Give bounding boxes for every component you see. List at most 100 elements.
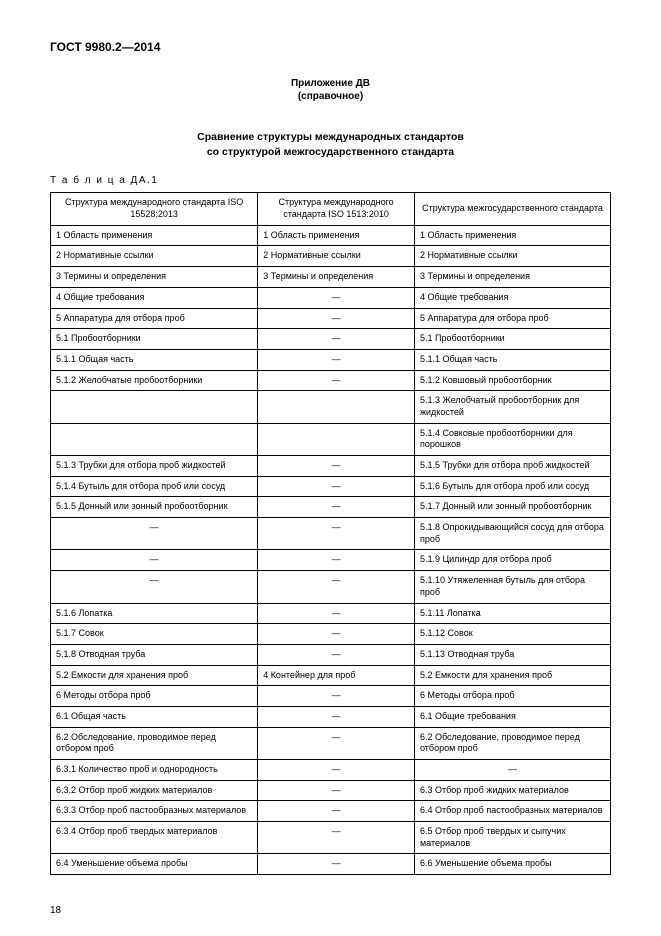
- table-label: Т а б л и ц а ДА.1: [50, 175, 611, 186]
- table-cell: —: [258, 727, 415, 759]
- table-cell: 6.3 Отбор проб жидких материалов: [414, 780, 610, 801]
- table-cell: —: [258, 822, 415, 854]
- table-cell: 5 Аппаратура для отбора проб: [51, 308, 258, 329]
- table-cell: [51, 391, 258, 423]
- column-header: Структура международного стандарта ISO 1…: [51, 193, 258, 225]
- table-row: 6.3.4 Отбор проб твердых материалов—6.5 …: [51, 822, 611, 854]
- table-cell: 3 Термины и определения: [414, 267, 610, 288]
- table-cell: 3 Термины и определения: [51, 267, 258, 288]
- table-cell: 6.2 Обследование, проводимое перед отбор…: [51, 727, 258, 759]
- table-cell: —: [414, 760, 610, 781]
- table-cell: 6.4 Уменьшение объема пробы: [51, 854, 258, 875]
- table-row: ——5.1.9 Цилиндр для отбора проб: [51, 550, 611, 571]
- table-cell: 5.1.1 Общая часть: [414, 349, 610, 370]
- table-cell: —: [258, 456, 415, 477]
- table-cell: 4 Контейнер для проб: [258, 665, 415, 686]
- table-row: 5.1.1 Общая часть—5.1.1 Общая часть: [51, 349, 611, 370]
- table-cell: 2 Нормативные ссылки: [258, 246, 415, 267]
- table-row: 5.1.3 Трубки для отбора проб жидкостей—5…: [51, 456, 611, 477]
- table-cell: 2 Нормативные ссылки: [51, 246, 258, 267]
- table-cell: 5.1.10 Утяжеленная бутыль для отбора про…: [414, 571, 610, 603]
- table-cell: 6 Методы отбора проб: [414, 686, 610, 707]
- comparison-table: Структура международного стандарта ISO 1…: [50, 192, 611, 875]
- table-row: 6.3.2 Отбор проб жидких материалов—6.3 О…: [51, 780, 611, 801]
- table-row: 5.1.6 Лопатка—5.1.11 Лопатка: [51, 603, 611, 624]
- table-cell: 5.1.6 Бутыль для отбора проб или сосуд: [414, 476, 610, 497]
- annex-subheading: (справочное): [50, 91, 611, 102]
- table-cell: 6.5 Отбор проб твердых и сыпучих материа…: [414, 822, 610, 854]
- table-cell: 5.1.12 Совок: [414, 624, 610, 645]
- table-cell: 6.3.2 Отбор проб жидких материалов: [51, 780, 258, 801]
- table-cell: —: [258, 780, 415, 801]
- table-row: 5.1.2 Желобчатые пробоотборники—5.1.2 Ко…: [51, 370, 611, 391]
- table-cell: 5.1.8 Опрокидывающийся сосуд для отбора …: [414, 518, 610, 550]
- table-cell: 5.1.2 Ковшовый пробоотборник: [414, 370, 610, 391]
- table-cell: —: [258, 370, 415, 391]
- table-cell: —: [258, 603, 415, 624]
- table-row: 5 Аппаратура для отбора проб—5 Аппаратур…: [51, 308, 611, 329]
- document-code: ГОСТ 9980.2—2014: [50, 40, 611, 54]
- table-cell: —: [51, 571, 258, 603]
- table-cell: 6.3.1 Количество проб и однородность: [51, 760, 258, 781]
- table-row: 2 Нормативные ссылки2 Нормативные ссылки…: [51, 246, 611, 267]
- table-cell: 5.1.4 Совковые пробоотборники для порошк…: [414, 423, 610, 455]
- table-cell: 6.3.3 Отбор проб пастообразных материало…: [51, 801, 258, 822]
- table-row: 1 Область применения1 Область применения…: [51, 225, 611, 246]
- table-row: 6 Методы отбора проб—6 Методы отбора про…: [51, 686, 611, 707]
- table-cell: 6.6 Уменьшение объема пробы: [414, 854, 610, 875]
- table-cell: —: [258, 518, 415, 550]
- table-row: 4 Общие требования—4 Общие требования: [51, 287, 611, 308]
- column-header: Структура межгосударственного стандарта: [414, 193, 610, 225]
- table-row: 6.4 Уменьшение объема пробы—6.6 Уменьшен…: [51, 854, 611, 875]
- table-cell: 6.4 Отбор проб пастообразных материалов: [414, 801, 610, 822]
- table-row: ——5.1.8 Опрокидывающийся сосуд для отбор…: [51, 518, 611, 550]
- table-cell: —: [258, 801, 415, 822]
- table-cell: 5.1.7 Совок: [51, 624, 258, 645]
- table-cell: 5.1.4 Бутыль для отбора проб или сосуд: [51, 476, 258, 497]
- table-cell: 3 Термины и определения: [258, 267, 415, 288]
- title-line-1: Сравнение структуры международных станда…: [197, 131, 464, 143]
- section-title: Сравнение структуры международных станда…: [50, 130, 611, 159]
- table-cell: 6 Методы отбора проб: [51, 686, 258, 707]
- table-cell: 1 Область применения: [258, 225, 415, 246]
- table-cell: 5.1.9 Цилиндр для отбора проб: [414, 550, 610, 571]
- table-row: 5.1.7 Совок—5.1.12 Совок: [51, 624, 611, 645]
- annex-heading: Приложение ДВ: [50, 78, 611, 89]
- table-cell: 5.1.8 Отводная труба: [51, 644, 258, 665]
- table-row: 5.1.5 Донный или зонный пробоотборник—5.…: [51, 497, 611, 518]
- table-cell: 5 Аппаратура для отбора проб: [414, 308, 610, 329]
- table-cell: 5.1.6 Лопатка: [51, 603, 258, 624]
- table-cell: 5.1.3 Желобчатый пробоотборник для жидко…: [414, 391, 610, 423]
- table-cell: [258, 423, 415, 455]
- table-header-row: Структура международного стандарта ISO 1…: [51, 193, 611, 225]
- table-cell: —: [258, 686, 415, 707]
- table-cell: 1 Область применения: [51, 225, 258, 246]
- table-cell: —: [51, 518, 258, 550]
- table-cell: 5.1 Пробоотборники: [414, 329, 610, 350]
- table-cell: —: [258, 644, 415, 665]
- table-cell: —: [258, 476, 415, 497]
- table-row: 5.1.8 Отводная труба—5.1.13 Отводная тру…: [51, 644, 611, 665]
- table-cell: 4 Общие требования: [414, 287, 610, 308]
- title-line-2: со структурой межгосударственного станда…: [207, 146, 454, 158]
- table-cell: 5.1.3 Трубки для отбора проб жидкостей: [51, 456, 258, 477]
- table-row: 6.3.1 Количество проб и однородность——: [51, 760, 611, 781]
- table-row: 6.2 Обследование, проводимое перед отбор…: [51, 727, 611, 759]
- table-row: 5.1 Пробоотборники—5.1 Пробоотборники: [51, 329, 611, 350]
- table-cell: [258, 391, 415, 423]
- table-cell: 5.1.1 Общая часть: [51, 349, 258, 370]
- table-cell: —: [258, 854, 415, 875]
- table-cell: —: [258, 624, 415, 645]
- table-row: 5.1.4 Совковые пробоотборники для порошк…: [51, 423, 611, 455]
- table-cell: 5.1.11 Лопатка: [414, 603, 610, 624]
- table-row: 6.1 Общая часть—6.1 Общие требования: [51, 706, 611, 727]
- table-row: 5.2 Емкости для хранения проб4 Контейнер…: [51, 665, 611, 686]
- table-cell: 5.1.7 Донный или зонный пробоотборник: [414, 497, 610, 518]
- table-cell: 2 Нормативные ссылки: [414, 246, 610, 267]
- column-header: Структура международного стандарта ISO 1…: [258, 193, 415, 225]
- table-cell: 6.3.4 Отбор проб твердых материалов: [51, 822, 258, 854]
- table-cell: —: [258, 571, 415, 603]
- table-cell: —: [258, 329, 415, 350]
- table-row: 5.1.3 Желобчатый пробоотборник для жидко…: [51, 391, 611, 423]
- table-cell: —: [258, 287, 415, 308]
